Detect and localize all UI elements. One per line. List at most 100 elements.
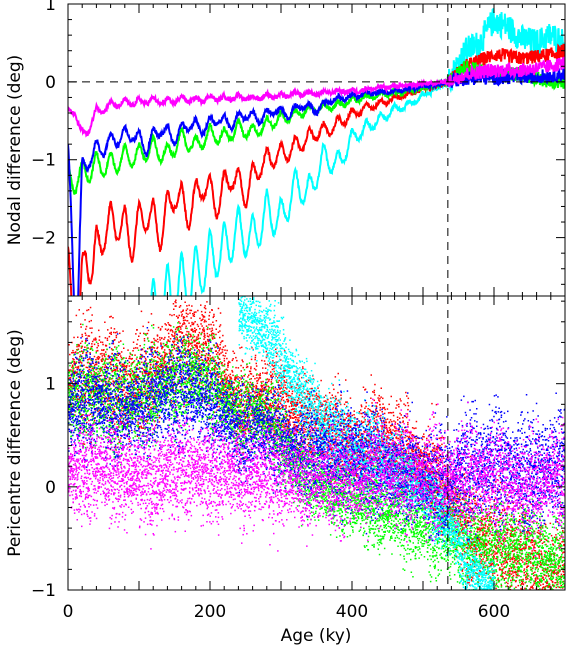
- pericentre-point: [125, 391, 127, 394]
- pericentre-point: [198, 383, 200, 386]
- pericentre-point: [396, 404, 398, 406]
- pericentre-point: [392, 429, 394, 431]
- pericentre-point: [137, 421, 139, 423]
- pericentre-point: [116, 383, 119, 386]
- pericentre-point: [277, 403, 280, 405]
- pericentre-point: [359, 412, 361, 415]
- pericentre-point: [308, 399, 310, 401]
- pericentre-point: [277, 406, 279, 408]
- pericentre-point: [205, 359, 207, 361]
- pericentre-point: [333, 388, 335, 391]
- pericentre-point: [282, 386, 285, 388]
- pericentre-point: [179, 335, 182, 338]
- pericentre-point: [119, 388, 121, 390]
- pericentre-point: [374, 426, 376, 428]
- nodal-y-tick-label: 0: [45, 73, 56, 93]
- pericentre-point: [406, 429, 408, 431]
- pericentre-point: [106, 337, 109, 340]
- pericentre-point: [109, 384, 111, 386]
- pericentre-point: [250, 414, 252, 416]
- pericentre-point: [255, 397, 257, 400]
- pericentre-point: [286, 413, 288, 416]
- pericentre-point: [183, 316, 186, 319]
- pericentre-point: [192, 366, 195, 368]
- pericentre-point: [290, 411, 293, 414]
- pericentre-point: [110, 315, 112, 318]
- pericentre-point: [390, 433, 393, 436]
- pericentre-point: [93, 355, 96, 358]
- pericentre-point: [353, 410, 355, 412]
- pericentre-point: [108, 392, 110, 395]
- pericentre-point: [291, 400, 293, 403]
- pericentre-point: [439, 458, 441, 460]
- pericentre-point: [438, 437, 440, 440]
- pericentre-point: [197, 338, 199, 341]
- pericentre-point: [127, 373, 130, 375]
- pericentre-point: [405, 391, 407, 394]
- pericentre-point: [213, 369, 216, 371]
- pericentre-point: [221, 351, 224, 353]
- pericentre-point: [369, 422, 371, 424]
- pericentre-point: [346, 440, 348, 442]
- pericentre-point: [231, 420, 233, 423]
- pericentre-point: [373, 391, 375, 394]
- pericentre-point: [408, 431, 410, 433]
- pericentre-point: [269, 405, 271, 408]
- pericentre-point: [254, 356, 257, 359]
- pericentre-point: [149, 368, 151, 370]
- pericentre-point: [85, 431, 87, 434]
- pericentre-point: [270, 406, 273, 409]
- pericentre-point: [150, 313, 153, 315]
- pericentre-point: [238, 415, 240, 418]
- pericentre-point: [202, 315, 205, 317]
- pericentre-point: [184, 381, 186, 384]
- pericentre-point: [380, 449, 382, 452]
- pericentre-point: [200, 319, 202, 322]
- pericentre-point: [113, 328, 116, 330]
- pericentre-point: [446, 511, 448, 513]
- pericentre-point: [71, 364, 74, 366]
- nodal-series-line: [68, 60, 565, 195]
- pericentre-point: [210, 377, 212, 380]
- pericentre-point: [430, 503, 433, 505]
- pericentre-point: [341, 431, 343, 433]
- pericentre-point: [163, 357, 165, 360]
- pericentre-point: [230, 378, 233, 380]
- pericentre-point: [428, 441, 431, 443]
- pericentre-point: [241, 346, 243, 349]
- pericentre-point: [206, 335, 209, 337]
- pericentre-point: [301, 405, 303, 408]
- pericentre-point: [175, 305, 177, 307]
- pericentre-point: [114, 339, 116, 341]
- pericentre-point: [172, 354, 175, 357]
- pericentre-point: [282, 370, 285, 372]
- pericentre-point: [418, 456, 420, 458]
- pericentre-point: [104, 355, 106, 358]
- pericentre-point: [190, 309, 193, 312]
- pericentre-point: [233, 392, 235, 395]
- pericentre-point: [126, 365, 128, 367]
- pericentre-point: [234, 376, 236, 378]
- pericentre-point: [212, 316, 214, 319]
- pericentre-point: [73, 362, 75, 365]
- pericentre-point: [272, 365, 275, 367]
- pericentre-point: [225, 368, 228, 371]
- pericentre-point: [157, 341, 159, 343]
- pericentre-point: [373, 499, 376, 501]
- pericentre-point: [173, 341, 175, 344]
- pericentre-point: [411, 450, 414, 453]
- pericentre-point: [307, 445, 310, 448]
- pericentre-point: [319, 435, 321, 437]
- pericentre-point: [145, 372, 148, 375]
- pericentre-point: [185, 309, 188, 312]
- pericentre-point: [270, 371, 272, 373]
- pericentre-point: [143, 375, 145, 377]
- pericentre-point: [433, 458, 436, 461]
- pericentre-point: [334, 404, 336, 406]
- pericentre-point: [320, 403, 322, 405]
- pericentre-point: [189, 333, 192, 336]
- pericentre-point: [173, 335, 175, 337]
- pericentre-point: [235, 356, 237, 359]
- pericentre-point: [388, 421, 391, 423]
- pericentre-point: [91, 343, 93, 345]
